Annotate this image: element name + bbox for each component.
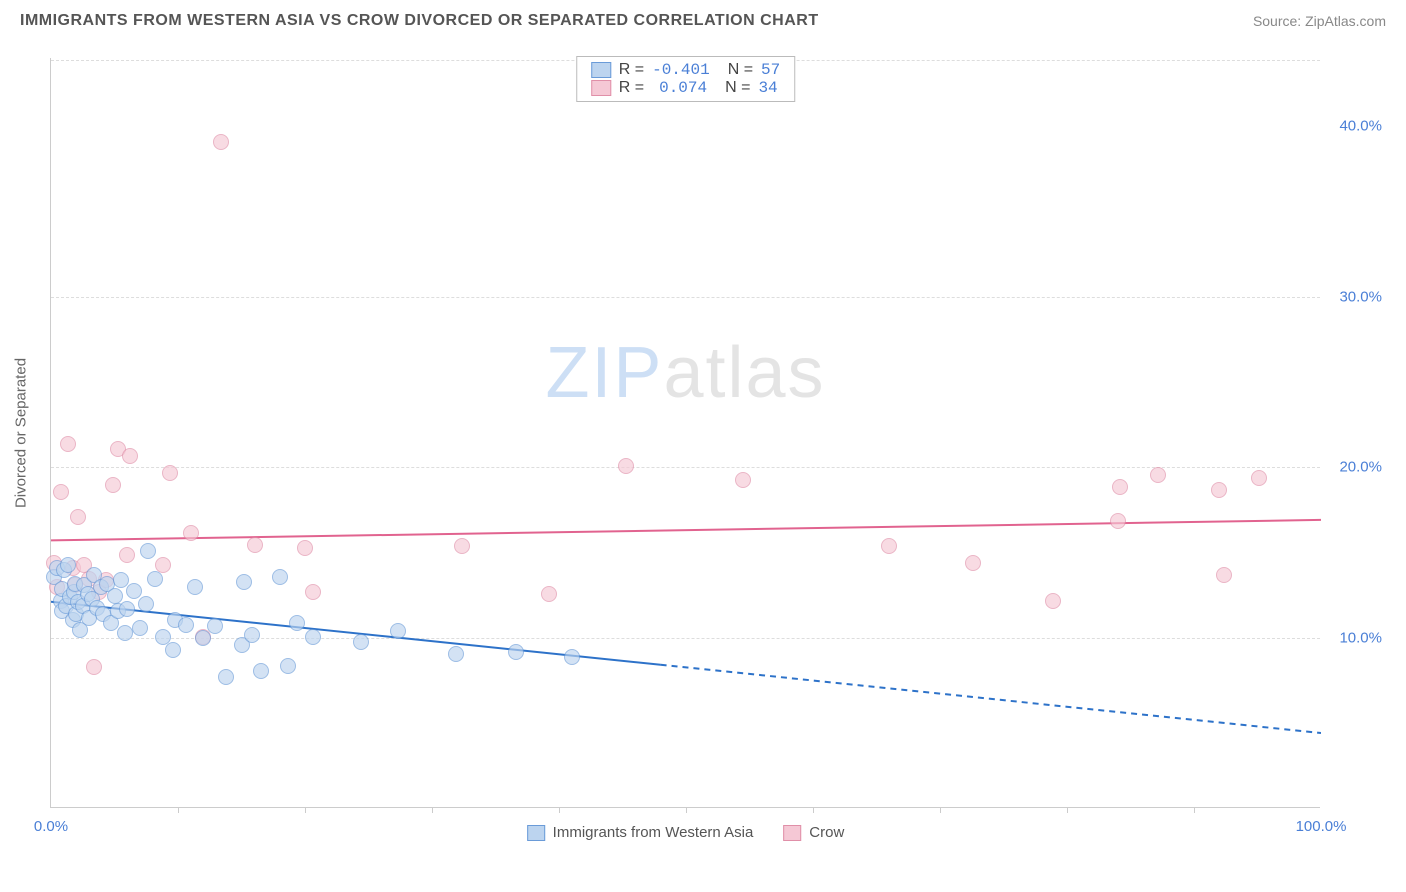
r-value-blue: -0.401 <box>652 61 710 79</box>
chart-header: IMMIGRANTS FROM WESTERN ASIA VS CROW DIV… <box>0 0 1406 34</box>
scatter-point-pink <box>1150 467 1166 483</box>
scatter-point-blue <box>117 625 133 641</box>
swatch-blue-icon <box>591 62 611 78</box>
scatter-point-pink <box>541 586 557 602</box>
swatch-pink-icon <box>591 80 611 96</box>
scatter-point-blue <box>253 663 269 679</box>
x-tick-label: 0.0% <box>34 818 68 835</box>
y-tick-label: 40.0% <box>1339 118 1382 135</box>
x-tick-label: 100.0% <box>1296 818 1347 835</box>
scatter-point-pink <box>119 547 135 563</box>
scatter-point-pink <box>247 537 263 553</box>
scatter-point-pink <box>53 484 69 500</box>
scatter-point-pink <box>122 448 138 464</box>
n-label: N = <box>728 61 753 79</box>
scatter-point-pink <box>86 659 102 675</box>
scatter-point-blue <box>165 642 181 658</box>
r-label: R = <box>619 61 644 79</box>
n-label: N = <box>725 79 750 97</box>
scatter-point-blue <box>244 627 260 643</box>
r-label: R = <box>619 79 644 97</box>
scatter-point-blue <box>236 574 252 590</box>
scatter-point-pink <box>1045 593 1061 609</box>
scatter-point-pink <box>1112 479 1128 495</box>
source-name: ZipAtlas.com <box>1305 13 1386 29</box>
legend-item-blue: Immigrants from Western Asia <box>527 824 754 841</box>
scatter-point-blue <box>448 646 464 662</box>
scatter-point-blue <box>564 649 580 665</box>
scatter-point-blue <box>138 596 154 612</box>
source-attribution: Source: ZipAtlas.com <box>1253 13 1386 29</box>
scatter-point-blue <box>187 579 203 595</box>
swatch-pink-icon <box>783 825 801 841</box>
series-legend: Immigrants from Western Asia Crow <box>527 824 845 841</box>
chart-title: IMMIGRANTS FROM WESTERN ASIA VS CROW DIV… <box>20 12 819 30</box>
scatter-point-blue <box>280 658 296 674</box>
y-axis-label: Divorced or Separated <box>13 357 30 507</box>
scatter-point-pink <box>881 538 897 554</box>
scatter-point-blue <box>218 669 234 685</box>
source-prefix: Source: <box>1253 13 1305 29</box>
trend-layer <box>51 58 1321 808</box>
scatter-point-blue <box>390 623 406 639</box>
scatter-point-blue <box>272 569 288 585</box>
scatter-point-pink <box>1251 470 1267 486</box>
scatter-point-pink <box>1216 567 1232 583</box>
stats-row-pink: R = 0.074 N = 34 <box>591 79 781 97</box>
scatter-point-pink <box>105 477 121 493</box>
r-value-pink: 0.074 <box>652 79 707 97</box>
legend-label-pink: Crow <box>809 824 844 841</box>
scatter-point-blue <box>140 543 156 559</box>
scatter-point-pink <box>213 134 229 150</box>
plot-area: ZIPatlas Divorced or Separated R = -0.40… <box>50 58 1320 808</box>
scatter-point-pink <box>183 525 199 541</box>
stats-legend: R = -0.401 N = 57 R = 0.074 N = 34 <box>576 56 796 102</box>
scatter-point-pink <box>70 509 86 525</box>
scatter-point-pink <box>162 465 178 481</box>
n-value-pink: 34 <box>758 79 777 97</box>
scatter-point-pink <box>454 538 470 554</box>
scatter-point-blue <box>107 588 123 604</box>
scatter-point-blue <box>178 617 194 633</box>
scatter-point-pink <box>297 540 313 556</box>
y-tick-label: 30.0% <box>1339 288 1382 305</box>
trend-line-dashed <box>661 665 1321 733</box>
legend-item-pink: Crow <box>783 824 844 841</box>
scatter-point-pink <box>965 555 981 571</box>
scatter-point-blue <box>132 620 148 636</box>
scatter-point-blue <box>289 615 305 631</box>
trend-line <box>51 520 1321 540</box>
legend-label-blue: Immigrants from Western Asia <box>553 824 754 841</box>
scatter-point-blue <box>60 557 76 573</box>
scatter-point-blue <box>508 644 524 660</box>
scatter-point-blue <box>353 634 369 650</box>
scatter-point-pink <box>305 584 321 600</box>
n-value-blue: 57 <box>761 61 780 79</box>
y-tick-label: 10.0% <box>1339 629 1382 646</box>
plot-container: ZIPatlas Divorced or Separated R = -0.40… <box>50 58 1390 838</box>
scatter-point-blue <box>119 601 135 617</box>
scatter-point-pink <box>735 472 751 488</box>
scatter-point-blue <box>147 571 163 587</box>
scatter-point-blue <box>207 618 223 634</box>
stats-row-blue: R = -0.401 N = 57 <box>591 61 781 79</box>
y-tick-label: 20.0% <box>1339 459 1382 476</box>
scatter-point-pink <box>1110 513 1126 529</box>
scatter-point-pink <box>60 436 76 452</box>
swatch-blue-icon <box>527 825 545 841</box>
scatter-point-blue <box>126 583 142 599</box>
scatter-point-blue <box>305 629 321 645</box>
scatter-point-pink <box>1211 482 1227 498</box>
scatter-point-pink <box>618 458 634 474</box>
